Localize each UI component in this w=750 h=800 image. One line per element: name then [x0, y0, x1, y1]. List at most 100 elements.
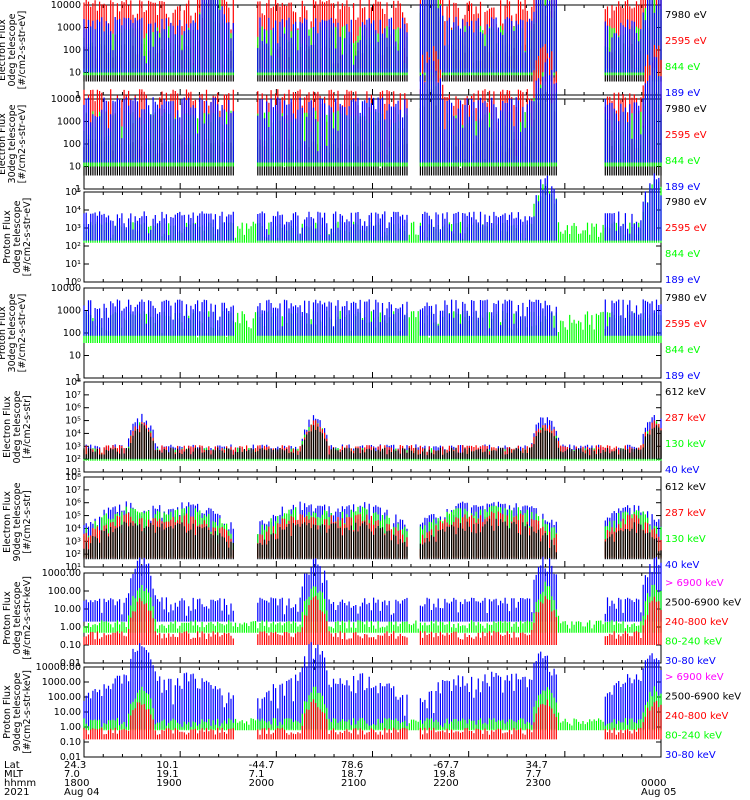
y-axis-label: Electron Flux0deg telescope[#/cm2-s-str-… [0, 11, 28, 90]
x-row-label: Lat [4, 760, 20, 771]
y-axis-label-line: MEPED [0, 505, 3, 538]
y-axis-label-line: Electron Flux [2, 491, 13, 553]
ytick-label: 1000 [57, 117, 81, 128]
y-axis-label: MEPEDProton Flux0deg telescope[#/cm2-s-s… [0, 576, 33, 660]
legend-entry: 612 keV [665, 482, 706, 493]
x-column-mlt: 7.7 [526, 769, 542, 780]
x-column-lat: -44.7 [249, 760, 275, 771]
legend-entry: 40 keV [665, 560, 699, 571]
y-axis-label: Electron Flux30deg telescope[#/cm2-s-str… [0, 104, 28, 183]
ytick-label: 10² [65, 241, 81, 252]
legend-entry: 30-80 keV [665, 656, 716, 667]
ytick-label: 100 [63, 45, 81, 56]
ytick-label: 10³ [65, 223, 81, 234]
panel-3: 10⁰ 10¹ 10² 10³ 10⁴ 10⁵ TEDProton Flux0deg tel… [0, 173, 707, 288]
ytick-label: 0.10 [60, 737, 81, 748]
ytick-label: 1 [75, 373, 81, 384]
legend-entry: 80-240 keV [665, 637, 722, 648]
ytick-label: 10⁵ [65, 187, 81, 198]
legend-entry: 7980 eV [665, 10, 707, 21]
ytick-label: 10¹ [65, 562, 81, 573]
ytick-label: 10³ [65, 536, 81, 547]
ytick-label: 10000 [51, 283, 81, 294]
y-axis-label-line: 0deg telescope [12, 390, 23, 463]
ytick-label: 10⁸ [65, 472, 81, 483]
y-axis-label-line: MEPED [0, 695, 3, 728]
legend-entry: > 6900 keV [665, 672, 724, 683]
ytick-label: 10⁷ [65, 390, 81, 401]
ytick-label: 100.00 [48, 692, 81, 703]
series-trace [83, 518, 662, 560]
x-column-time: 1800 [64, 778, 89, 789]
y-axis-label-line: 0deg telescope [12, 581, 23, 654]
y-axis-label: MEPEDElectron Flux0deg telescope[#/cm2-s… [0, 390, 33, 463]
x-column-mlt: 7.0 [64, 769, 80, 780]
x-column-lat: 10.1 [156, 760, 178, 771]
ytick-label: 1000.00 [42, 677, 81, 688]
ytick-label: 1 [75, 184, 81, 195]
y-axis-label-line: 0deg telescope [12, 200, 23, 273]
legend-entry: 189 eV [665, 88, 700, 99]
series-3 [83, 423, 662, 460]
y-axis-label-line: [#/cm2-s-str-keV] [22, 670, 33, 754]
x-column-date: Aug 04 [64, 787, 99, 798]
y-axis-label-line: TED [0, 227, 3, 247]
series-2 [83, 596, 662, 645]
ytick-label: 10⁸ [65, 377, 81, 388]
x-column-time: 1900 [156, 778, 181, 789]
ytick-label: 10⁵ [65, 416, 81, 427]
ytick-label: 10000 [51, 94, 81, 105]
series-trace [83, 56, 662, 163]
ytick-label: 1 [75, 90, 81, 101]
x-row-label: hhmm [4, 778, 36, 789]
series-0 [83, 642, 662, 729]
y-axis-label: TEDProton Flux0deg telescope[#/cm2-s-str… [0, 198, 33, 277]
series-2 [83, 699, 662, 740]
x-column-lat: 24.3 [64, 760, 86, 771]
ytick-label: 0.01 [60, 658, 81, 669]
y-axis-label-line: 90deg telescope [12, 482, 23, 561]
legend-entry: 2500-6900 keV [665, 598, 741, 609]
ytick-label: 10.00 [54, 604, 81, 615]
series-trace [83, 642, 662, 729]
series-3 [83, 0, 662, 73]
legend-entry: 2595 eV [665, 130, 707, 141]
y-axis-label-line: MEPED [0, 601, 3, 634]
y-axis-label: MEPEDProton Flux90deg telescope[#/cm2-s-… [0, 670, 33, 754]
x-column-time: 2300 [526, 778, 551, 789]
legend-entry: 189 eV [665, 275, 700, 286]
legend-entry: 80-240 keV [665, 731, 722, 742]
y-axis-label-line: Electron Flux [2, 396, 13, 458]
ytick-label: 10.00 [54, 707, 81, 718]
x-column-lat: 78.6 [341, 760, 363, 771]
series-trace [83, 596, 662, 645]
ytick-label: 10¹ [65, 259, 81, 270]
y-axis-label-line: Proton Flux [2, 210, 13, 264]
legend-entry: 7980 eV [665, 197, 707, 208]
x-column-lat: -67.7 [433, 760, 459, 771]
series-3 [83, 56, 662, 163]
y-axis-label: MEPEDElectron Flux90deg telescope[#/cm2-… [0, 482, 33, 561]
x-column-time: 2200 [433, 778, 458, 789]
ytick-label: 10000.00 [36, 662, 81, 673]
legend-entry: 240-800 keV [665, 617, 729, 628]
legend-entry: 30-80 keV [665, 750, 716, 761]
x-column-lat: 34.7 [526, 760, 548, 771]
legend-entry: 7980 eV [665, 104, 707, 115]
x-column-mlt: 18.7 [341, 769, 363, 780]
ytick-label: 100 [63, 139, 81, 150]
y-axis-label-line: Proton Flux [2, 685, 13, 739]
ytick-label: 10² [65, 549, 81, 560]
ytick-label: 10⁴ [65, 523, 81, 534]
legend-entry: 2595 eV [665, 319, 707, 330]
legend-entry: 240-800 keV [665, 711, 729, 722]
series-1 [83, 173, 662, 241]
y-axis-label-line: [#/cm2-s-str] [22, 395, 33, 458]
series-1 [83, 299, 662, 336]
y-axis-label-line: [#/cm2-s-str] [22, 490, 33, 553]
panel-7: 0.01 0.10 1.00 10.00 100.00 1000.00 MEPEDProto… [0, 556, 741, 669]
ytick-label: 10¹ [65, 467, 81, 478]
